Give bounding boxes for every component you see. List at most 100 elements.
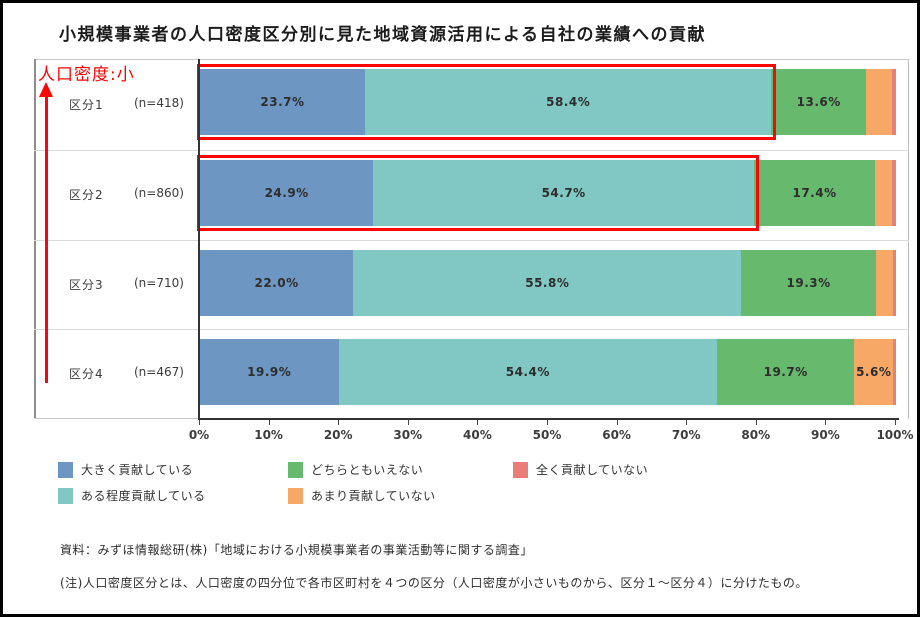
bar-segment-5 xyxy=(892,69,896,135)
segment-value-label: 55.8% xyxy=(525,276,570,290)
x-tick-label: 50% xyxy=(532,428,562,442)
row-separator xyxy=(34,150,909,151)
legend: 大きく貢献している ある程度貢献している どちらともいえない あまり貢献していない 全く… xyxy=(58,461,648,504)
x-tick-label: 60% xyxy=(602,428,631,442)
bar-segment-2: 55.8% xyxy=(353,250,742,316)
legend-item: 全く貢献していない xyxy=(513,461,648,478)
annotation-arrow-up-icon xyxy=(39,82,53,97)
bar-segment-2: 54.4% xyxy=(338,339,718,405)
legend-swatch-2 xyxy=(58,487,73,504)
legend-label: 大きく貢献している xyxy=(81,463,194,477)
category-label: 区分3 xyxy=(69,277,104,292)
legend-swatch-4 xyxy=(288,487,303,504)
bar-segment-1: 22.0% xyxy=(200,250,354,316)
figure-frame-left xyxy=(34,59,36,419)
x-tick-label: 20% xyxy=(323,428,353,442)
highlight-box xyxy=(197,155,760,231)
bar-segment-4 xyxy=(866,69,893,135)
legend-swatch-3 xyxy=(288,461,303,478)
segment-value-label: 24.9% xyxy=(264,186,309,200)
bar-segment-2: 54.7% xyxy=(373,160,754,226)
annotation-arrow-line xyxy=(45,96,48,383)
x-axis-tick xyxy=(755,420,757,425)
segment-value-label: 58.4% xyxy=(546,95,591,109)
bar-segment-3: 13.6% xyxy=(771,69,867,135)
x-axis-tick xyxy=(199,420,200,425)
x-tick-label: 80% xyxy=(741,428,771,442)
x-tick-label: 100% xyxy=(876,428,914,442)
bar-segment-1: 24.9% xyxy=(200,160,374,226)
bar-segment-3: 17.4% xyxy=(754,160,876,226)
segment-value-label: 23.7% xyxy=(260,95,305,109)
segment-value-label: 54.7% xyxy=(541,186,586,200)
x-tick-label: 70% xyxy=(671,428,701,442)
x-axis-tick xyxy=(547,420,548,425)
category-count: (n=418) xyxy=(134,95,184,110)
x-axis-tick xyxy=(616,420,618,425)
legend-label: 全く貢献していない xyxy=(536,463,649,477)
bar-row: 23.7% 58.4% 13.6% xyxy=(200,69,896,135)
bar-segment-5 xyxy=(893,339,896,405)
x-axis-tick xyxy=(338,420,340,425)
footer-source: 資料：みずほ情報総研(株)「地域における小規模事業者の事業活動等に関する調査」 xyxy=(60,543,533,557)
bar-segment-5 xyxy=(892,160,896,226)
legend-label: ある程度貢献している xyxy=(81,489,206,503)
bar-row: 19.9% 54.4% 19.7% 5.6% xyxy=(200,339,896,405)
segment-value-label: 5.6% xyxy=(856,365,892,379)
bar-row: 22.0% 55.8% 19.3% xyxy=(200,250,896,316)
x-tick-label: 10% xyxy=(254,428,283,442)
x-axis-tick xyxy=(268,420,270,425)
bar-segment-5 xyxy=(893,250,896,316)
figure-frame-top xyxy=(34,59,909,60)
bar-segment-3: 19.7% xyxy=(717,339,855,405)
bar-segment-3: 19.3% xyxy=(741,250,876,316)
category-count: (n=467) xyxy=(134,365,184,379)
x-axis-tick xyxy=(477,420,479,425)
bar-row: 24.9% 54.7% 17.4% xyxy=(200,160,896,226)
x-tick-label: 40% xyxy=(463,428,492,442)
legend-item: どちらともいえない xyxy=(288,461,513,478)
x-axis-tick xyxy=(895,420,896,425)
segment-value-label: 54.4% xyxy=(505,365,550,379)
bar-segment-1: 19.9% xyxy=(200,339,339,405)
segment-value-label: 17.4% xyxy=(792,186,837,200)
bar-segment-4 xyxy=(875,250,894,316)
segment-value-label: 13.6% xyxy=(796,95,841,109)
chart-title: 小規模事業者の人口密度区分別に見た地域資源活用による自社の業績への貢献 xyxy=(59,25,706,45)
x-axis-tick xyxy=(686,420,688,425)
bar-segment-4 xyxy=(875,160,893,226)
category-count: (n=710) xyxy=(134,275,184,290)
highlight-box xyxy=(197,64,777,140)
legend-swatch-1 xyxy=(58,461,73,478)
legend-item: 大きく貢献している xyxy=(58,461,288,478)
figure-frame-right xyxy=(908,59,909,419)
bar-segment-4: 5.6% xyxy=(854,339,894,405)
segment-value-label: 22.0% xyxy=(254,276,299,290)
x-tick-label: 0% xyxy=(188,428,210,442)
bar-segment-2: 58.4% xyxy=(364,69,772,135)
x-axis-line xyxy=(198,418,899,420)
row-separator xyxy=(34,329,909,330)
segment-value-label: 19.7% xyxy=(763,365,808,379)
bar-segment-1: 23.7% xyxy=(200,69,365,135)
category-label: 区分1 xyxy=(69,97,104,112)
y-axis-line xyxy=(198,59,200,420)
footer-note: (注)人口密度区分とは、人口密度の四分位で各市区町村を４つの区分（人口密度が小さ… xyxy=(60,576,808,590)
legend-item: ある程度貢献している xyxy=(58,487,288,504)
x-axis-tick xyxy=(407,420,409,425)
figure-frame-bottom xyxy=(34,418,199,419)
category-label: 区分4 xyxy=(69,367,104,381)
legend-label: どちらともいえない xyxy=(311,463,424,477)
segment-value-label: 19.3% xyxy=(786,276,831,290)
annotation-label: 人口密度:小 xyxy=(38,65,135,85)
x-tick-label: 90% xyxy=(811,428,840,442)
category-label: 区分2 xyxy=(69,188,104,202)
x-axis-tick xyxy=(825,420,827,425)
category-count: (n=860) xyxy=(134,186,184,200)
legend-swatch-5 xyxy=(513,461,528,478)
legend-label: あまり貢献していない xyxy=(311,489,436,503)
legend-item: あまり貢献していない xyxy=(288,487,513,504)
row-separator xyxy=(34,240,909,241)
segment-value-label: 19.9% xyxy=(247,365,292,379)
